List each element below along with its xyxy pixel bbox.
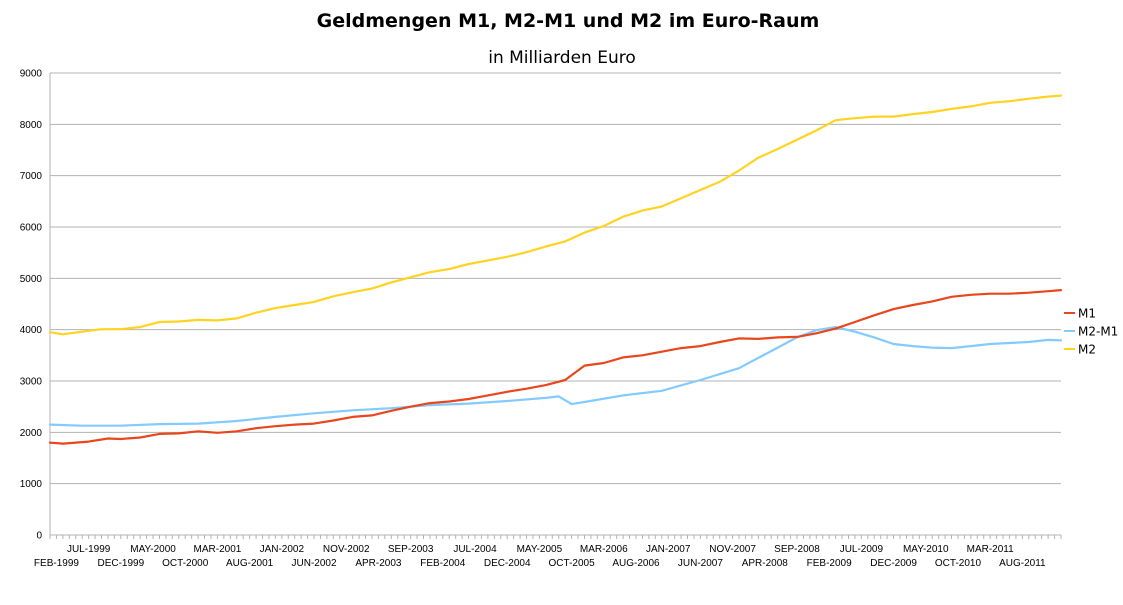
x-tick-label: MAR-2006	[580, 544, 628, 555]
legend: M1 M2-M1 M2	[1064, 307, 1118, 357]
series-line-m2-m1	[48, 326, 1063, 427]
x-tick-label: MAR-2001	[194, 544, 242, 555]
y-tick-label: 4000	[20, 325, 43, 336]
x-tick-label: MAY-2005	[517, 544, 563, 555]
x-tick-label: AUG-2011	[999, 558, 1046, 569]
series-line-m2	[48, 94, 1063, 336]
y-tick-label: 7000	[20, 171, 43, 182]
gridlines	[50, 72, 1061, 536]
x-tick-label: JUL-2009	[840, 544, 884, 555]
x-tick-label: APR-2008	[742, 558, 789, 569]
x-tick-label: OCT-2000	[162, 558, 209, 569]
y-tick-label: 2000	[20, 428, 43, 439]
y-tick-label: 1000	[20, 479, 43, 490]
x-tick-label: OCT-2010	[935, 558, 982, 569]
y-tick-label: 8000	[20, 120, 43, 131]
x-tick-label: AUG-2001	[226, 558, 274, 569]
legend-item-m1: M1	[1064, 307, 1096, 321]
x-tick-label: NOV-2007	[709, 544, 756, 555]
x-tick-label: FEB-2009	[807, 558, 852, 569]
x-axis: JUL-1999 MAY-2000 MAR-2001 JAN-2002 NOV-2002…	[34, 534, 1062, 569]
legend-item-m2: M2	[1064, 343, 1096, 357]
x-tick-label: MAY-2010	[903, 544, 949, 555]
y-tick-label: 9000	[20, 69, 43, 80]
x-tick-label: JAN-2002	[260, 544, 305, 555]
x-tick-label: DEC-2004	[484, 558, 531, 569]
x-tick-label: JUL-2004	[453, 544, 497, 555]
y-tick-label: 5000	[20, 274, 43, 285]
chart-subtitle: in Milliarden Euro	[488, 48, 636, 68]
x-tick-label: APR-2003	[355, 558, 402, 569]
x-tick-label: AUG-2006	[612, 558, 660, 569]
y-tick-label: 3000	[20, 377, 43, 388]
x-tick-label: JUN-2002	[292, 558, 337, 569]
y-tick-label: 6000	[20, 223, 43, 234]
x-tick-label: JAN-2007	[646, 544, 691, 555]
series-lines	[48, 94, 1063, 445]
x-tick-label: SEP-2003	[388, 544, 434, 555]
legend-label: M2	[1078, 343, 1096, 357]
x-tick-label: SEP-2008	[774, 544, 820, 555]
x-tick-label: FEB-1999	[34, 558, 79, 569]
x-tick-label: DEC-2009	[870, 558, 917, 569]
legend-label: M2-M1	[1078, 325, 1118, 339]
x-tick-label: JUL-1999	[67, 544, 111, 555]
legend-item-m2-m1: M2-M1	[1064, 325, 1118, 339]
x-tick-label: DEC-1999	[97, 558, 144, 569]
y-tick-label: 0	[36, 531, 42, 542]
y-axis: 0 1000 2000 3000 4000 5000 6000 7000 8000 9000	[20, 69, 51, 542]
x-tick-label: MAR-2011	[967, 544, 1014, 555]
x-tick-label: MAY-2000	[130, 544, 176, 555]
x-tick-label: FEB-2004	[420, 558, 465, 569]
legend-label: M1	[1078, 307, 1096, 321]
chart-title: Geldmengen M1, M2-M1 und M2 im Euro-Raum	[317, 10, 820, 32]
x-tick-label: JUN-2007	[678, 558, 723, 569]
series-line-m1	[48, 289, 1063, 445]
x-tick-label: NOV-2002	[323, 544, 370, 555]
x-tick-label: OCT-2005	[549, 558, 596, 569]
